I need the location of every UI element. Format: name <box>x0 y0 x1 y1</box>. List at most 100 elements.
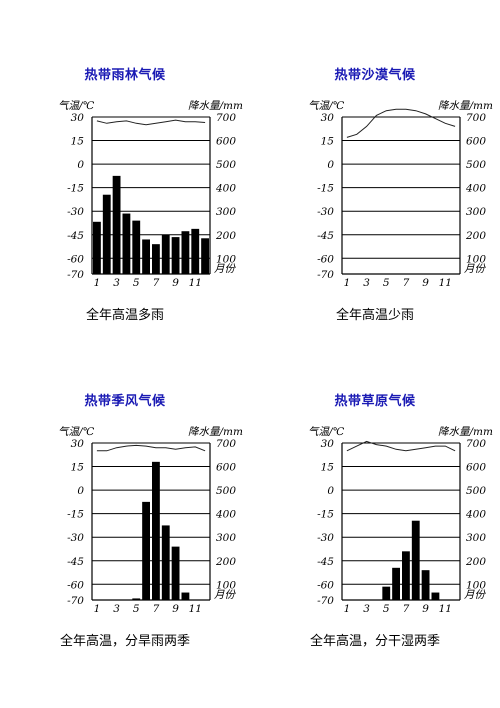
temperature-axis-label: 气温/℃ <box>308 100 345 112</box>
chart-title: 热带雨林气候 <box>84 68 166 83</box>
chart-caption: 全年高温少雨 <box>335 308 414 323</box>
climate-chart-svg: 30150-15-30-45-60-7070060050040030020010… <box>58 100 243 289</box>
temp-tick-label: 15 <box>321 136 335 148</box>
climate-chart-svg: 30150-15-30-45-60-7070060050040030020010… <box>58 426 243 615</box>
month-tick-label: 3 <box>363 603 370 615</box>
temp-tick-label: -30 <box>67 532 84 544</box>
temperature-line <box>346 108 456 138</box>
chart-caption: 全年高温，分旱雨两季 <box>59 634 190 649</box>
precip-tick-label: 100 <box>216 579 236 591</box>
month-tick-label: 9 <box>422 277 429 289</box>
month-tick-label: 11 <box>189 603 202 615</box>
temp-tick-label: -60 <box>317 253 334 265</box>
precipitation-axis-label: 降水量/mm <box>438 426 493 438</box>
climate-chart-svg: 30150-15-30-45-60-7070060050040030020010… <box>308 426 493 615</box>
precip-tick-label: 700 <box>216 438 236 450</box>
month-tick-label: 1 <box>344 603 351 615</box>
month-tick-label: 9 <box>172 603 179 615</box>
precip-bar <box>181 231 190 274</box>
temp-tick-label: -15 <box>67 183 84 195</box>
precipitation-axis-label: 降水量/mm <box>188 100 243 112</box>
precip-bar <box>392 567 400 600</box>
temp-tick-label: -30 <box>317 206 334 218</box>
month-tick-label: 7 <box>403 277 410 289</box>
precip-bar <box>411 520 420 600</box>
precip-bar <box>122 213 131 274</box>
temp-tick-label: -15 <box>317 183 334 195</box>
temp-tick-label: 15 <box>321 462 335 474</box>
precip-tick-label: 500 <box>466 485 486 497</box>
temp-tick-label: -70 <box>317 595 334 607</box>
temperature-axis-label: 气温/℃ <box>58 426 95 438</box>
month-tick-label: 5 <box>133 603 140 615</box>
precip-tick-label: 200 <box>215 556 236 568</box>
temp-tick-label: 30 <box>321 112 335 124</box>
precipitation-axis-label: 降水量/mm <box>188 426 243 438</box>
precip-bar <box>161 525 170 600</box>
temp-tick-label: -15 <box>317 509 334 521</box>
temp-tick-label: -45 <box>67 230 84 242</box>
precip-bar <box>152 244 160 274</box>
chart-caption: 全年高温多雨 <box>85 308 164 323</box>
precip-bar <box>142 239 150 274</box>
month-tick-label: 3 <box>113 603 120 615</box>
precip-bar <box>421 570 430 600</box>
precip-bar <box>152 461 160 600</box>
temperature-axis-label: 气温/℃ <box>58 100 95 112</box>
temp-tick-label: -15 <box>67 509 84 521</box>
month-tick-label: 1 <box>94 603 101 615</box>
temperature-axis-label: 气温/℃ <box>308 426 345 438</box>
precip-tick-label: 500 <box>216 485 236 497</box>
temp-tick-label: 0 <box>77 485 84 497</box>
precip-tick-label: 500 <box>466 159 486 171</box>
precip-tick-label: 100 <box>466 579 486 591</box>
chart-title: 热带季风气候 <box>84 394 166 409</box>
chart-title: 热带沙漠气候 <box>334 68 416 83</box>
month-tick-label: 1 <box>344 277 351 289</box>
month-tick-label: 5 <box>383 603 390 615</box>
precip-bar <box>201 238 209 274</box>
precip-tick-label: 600 <box>216 462 236 474</box>
month-tick-label: 11 <box>189 277 202 289</box>
precip-tick-label: 700 <box>466 112 486 124</box>
temp-tick-label: 0 <box>327 159 334 171</box>
temp-tick-label: -45 <box>317 230 334 242</box>
precip-tick-label: 400 <box>215 183 236 195</box>
temp-tick-label: 15 <box>71 136 85 148</box>
precip-tick-label: 600 <box>466 462 486 474</box>
temp-tick-label: -60 <box>317 579 334 591</box>
precip-bar <box>181 592 190 600</box>
month-tick-label: 11 <box>439 603 452 615</box>
precip-bar <box>431 592 440 600</box>
month-tick-label: 5 <box>133 277 140 289</box>
month-axis-label: 月份 <box>464 589 486 601</box>
month-tick-label: 9 <box>172 277 179 289</box>
chart-caption: 全年高温，分干湿两季 <box>309 634 440 649</box>
temp-tick-label: 15 <box>71 462 85 474</box>
temp-tick-label: -45 <box>67 556 84 568</box>
precip-tick-label: 300 <box>466 532 486 544</box>
month-tick-label: 11 <box>439 277 452 289</box>
chart-panel-desert: 热带沙漠气候 30 15 0 -15 -30 -45 -60 -70 700 600 500 400 3… <box>250 0 500 330</box>
precip-bar <box>161 234 170 274</box>
precip-tick-label: 600 <box>466 136 486 148</box>
precip-tick-label: 400 <box>465 509 486 521</box>
chart-panel-savanna: 热带草原气候 30 15 0 -15 -30 -45 -60 -70 700 600 500 400 3… <box>250 326 500 656</box>
temperature-line <box>96 444 206 452</box>
temp-tick-label: 30 <box>321 438 335 450</box>
chart-panel-monsoon: 热带季风气候 30 15 0 -15 -30 -45 -60 -70 700 600 500 400 3… <box>0 326 250 656</box>
precipitation-axis-label: 降水量/mm <box>438 100 493 112</box>
precip-tick-label: 600 <box>216 136 236 148</box>
precip-tick-label: 500 <box>216 159 236 171</box>
temp-tick-label: 30 <box>71 112 85 124</box>
temp-tick-label: 30 <box>71 438 85 450</box>
chart-title: 热带草原气候 <box>334 394 416 409</box>
month-axis-label: 月份 <box>214 263 236 275</box>
temperature-line <box>346 440 456 452</box>
precip-tick-label: 300 <box>466 206 486 218</box>
precip-bar <box>132 220 141 274</box>
month-axis-label: 月份 <box>464 263 486 275</box>
temp-tick-label: -70 <box>67 595 84 607</box>
temp-tick-label: -70 <box>67 269 84 281</box>
